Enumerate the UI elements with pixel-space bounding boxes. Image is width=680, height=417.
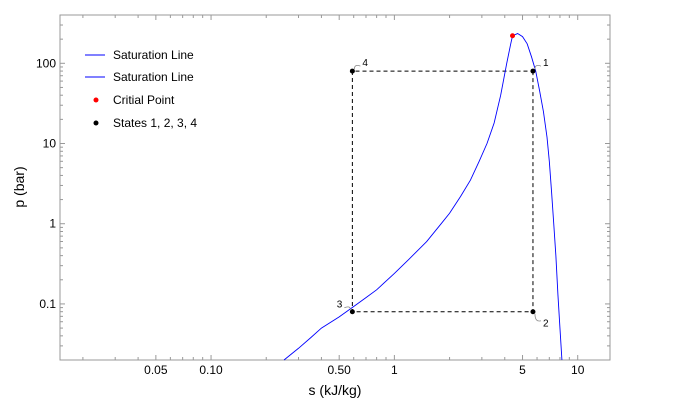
x-tick-label: 0.50 bbox=[328, 363, 352, 377]
legend-label-critical-point: Critial Point bbox=[113, 93, 175, 107]
legend: Saturation Line Saturation Line Critial … bbox=[85, 48, 197, 130]
plot-frame bbox=[59, 14, 611, 361]
x-tick-label: 1 bbox=[391, 363, 398, 377]
state-3-marker bbox=[349, 309, 355, 315]
state-3-leader bbox=[344, 306, 351, 310]
critical-point-marker bbox=[510, 33, 516, 39]
state-2-leader bbox=[534, 313, 542, 322]
y-tick-label: 10 bbox=[43, 137, 57, 151]
x-tick-label: 10 bbox=[571, 363, 585, 377]
x-axis-label: s (kJ/kg) bbox=[309, 382, 362, 398]
legend-label-states: States 1, 2, 3, 4 bbox=[113, 116, 197, 130]
saturation-line-2 bbox=[512, 33, 563, 361]
saturation-line-1 bbox=[283, 35, 513, 361]
state-cycle bbox=[351, 70, 534, 313]
x-tick-label: 0.10 bbox=[199, 363, 223, 377]
legend-label-saturation-1: Saturation Line bbox=[113, 48, 194, 62]
state-2-label: 2 bbox=[543, 319, 549, 330]
x-tick-label: 0.05 bbox=[144, 363, 168, 377]
cycle-path bbox=[351, 70, 534, 313]
legend-marker-critical-point bbox=[93, 97, 99, 103]
state-markers: 1 2 3 4 bbox=[337, 33, 549, 330]
saturation-curves bbox=[283, 33, 563, 361]
state-4-label: 4 bbox=[362, 58, 368, 69]
state-1-label: 1 bbox=[543, 58, 549, 69]
state-1-marker bbox=[530, 68, 536, 74]
legend-label-saturation-2: Saturation Line bbox=[113, 70, 194, 84]
state-2-marker bbox=[530, 309, 536, 315]
legend-marker-states bbox=[93, 120, 99, 126]
state-1-leader bbox=[534, 65, 542, 70]
state-4-leader bbox=[353, 65, 361, 70]
y-tick-label: 0.1 bbox=[39, 297, 56, 311]
y-tick-label: 100 bbox=[36, 56, 56, 70]
x-tick-label: 5 bbox=[519, 363, 526, 377]
y-tick-label: 1 bbox=[49, 217, 56, 231]
state-4-marker bbox=[349, 68, 355, 74]
y-axis-label: p (bar) bbox=[11, 166, 27, 207]
state-3-label: 3 bbox=[337, 300, 343, 311]
ticks: 0.05 0.10 0.50 1 5 10 0.1 1 10 100 bbox=[36, 15, 610, 377]
